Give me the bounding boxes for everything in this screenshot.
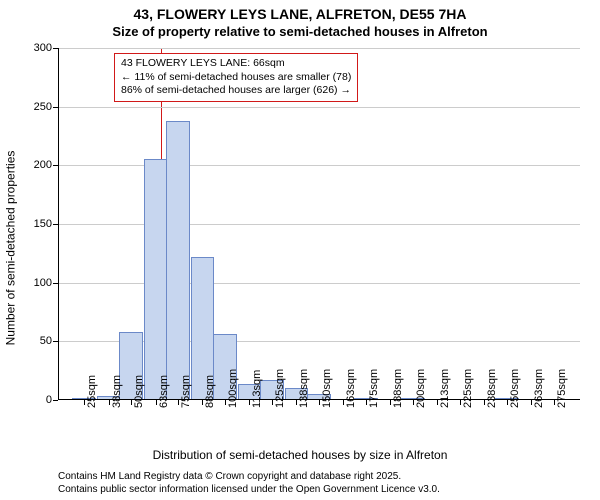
y-tick-label: 300 [34,42,52,54]
x-tick [272,400,273,405]
footer-line1: Contains HM Land Registry data © Crown c… [58,471,440,484]
x-tick-label: 75sqm [180,375,192,408]
x-tick-label: 88sqm [204,375,216,408]
x-tick-label: 25sqm [86,375,98,408]
grid-line [58,107,580,108]
x-tick [366,400,367,405]
x-tick-label: 188sqm [392,369,404,408]
info-box-line1: 43 FLOWERY LEYS LANE: 66sqm [121,57,351,71]
histogram-chart: 43, FLOWERY LEYS LANE, ALFRETON, DE55 7H… [0,0,600,500]
y-tick-label: 150 [34,218,52,230]
x-tick [109,400,110,405]
x-tick [319,400,320,405]
info-box-line2: ← 11% of semi-detached houses are smalle… [121,71,351,85]
x-tick [460,400,461,405]
x-tick-label: 100sqm [227,369,239,408]
x-tick-label: 150sqm [321,369,333,408]
bar [144,159,167,400]
x-tick-label: 63sqm [158,375,170,408]
x-tick-label: 125sqm [274,369,286,408]
y-axis-label: Number of semi-detached properties [0,48,20,448]
x-tick [413,400,414,405]
y-tick-label: 100 [34,277,52,289]
y-tick-label: 0 [46,394,52,406]
footer-line2: Contains public sector information licen… [58,484,440,497]
x-tick-label: 200sqm [415,369,427,408]
x-tick [507,400,508,405]
x-tick [554,400,555,405]
bar [166,121,189,400]
y-tick [53,400,58,401]
x-tick-label: 275sqm [556,369,568,408]
x-tick [225,400,226,405]
x-tick [131,400,132,405]
info-box-line3: 86% of semi-detached houses are larger (… [121,84,351,98]
y-tick-label: 50 [40,335,52,347]
plot-area: 43 FLOWERY LEYS LANE: 66sqm ← 11% of sem… [58,48,580,400]
info-box: 43 FLOWERY LEYS LANE: 66sqm ← 11% of sem… [114,53,358,102]
y-tick-label: 200 [34,159,52,171]
x-tick [156,400,157,405]
grid-line [58,224,580,225]
x-tick-label: 250sqm [509,369,521,408]
x-tick [178,400,179,405]
y-axis-line [58,48,59,400]
y-axis-label-text: Number of semi-detached properties [3,151,17,346]
x-tick-label: 213sqm [439,369,451,408]
x-tick-label: 263sqm [533,369,545,408]
chart-title-sub: Size of property relative to semi-detach… [0,24,600,39]
grid-line [58,165,580,166]
x-tick-label: 50sqm [133,375,145,408]
grid-line [58,48,580,49]
x-axis-line [58,399,580,400]
x-tick-label: 38sqm [111,375,123,408]
chart-title-main: 43, FLOWERY LEYS LANE, ALFRETON, DE55 7H… [0,6,600,22]
x-tick-label: 238sqm [486,369,498,408]
x-tick-label: 163sqm [345,369,357,408]
x-tick [84,400,85,405]
y-tick-label: 250 [34,101,52,113]
x-tick-label: 113sqm [251,370,263,408]
x-tick-label: 138sqm [298,369,310,408]
footer: Contains HM Land Registry data © Crown c… [58,471,440,496]
x-tick-label: 175sqm [368,369,380,408]
grid-line [58,283,580,284]
x-axis-label: Distribution of semi-detached houses by … [0,448,600,462]
x-tick-label: 225sqm [462,369,474,408]
